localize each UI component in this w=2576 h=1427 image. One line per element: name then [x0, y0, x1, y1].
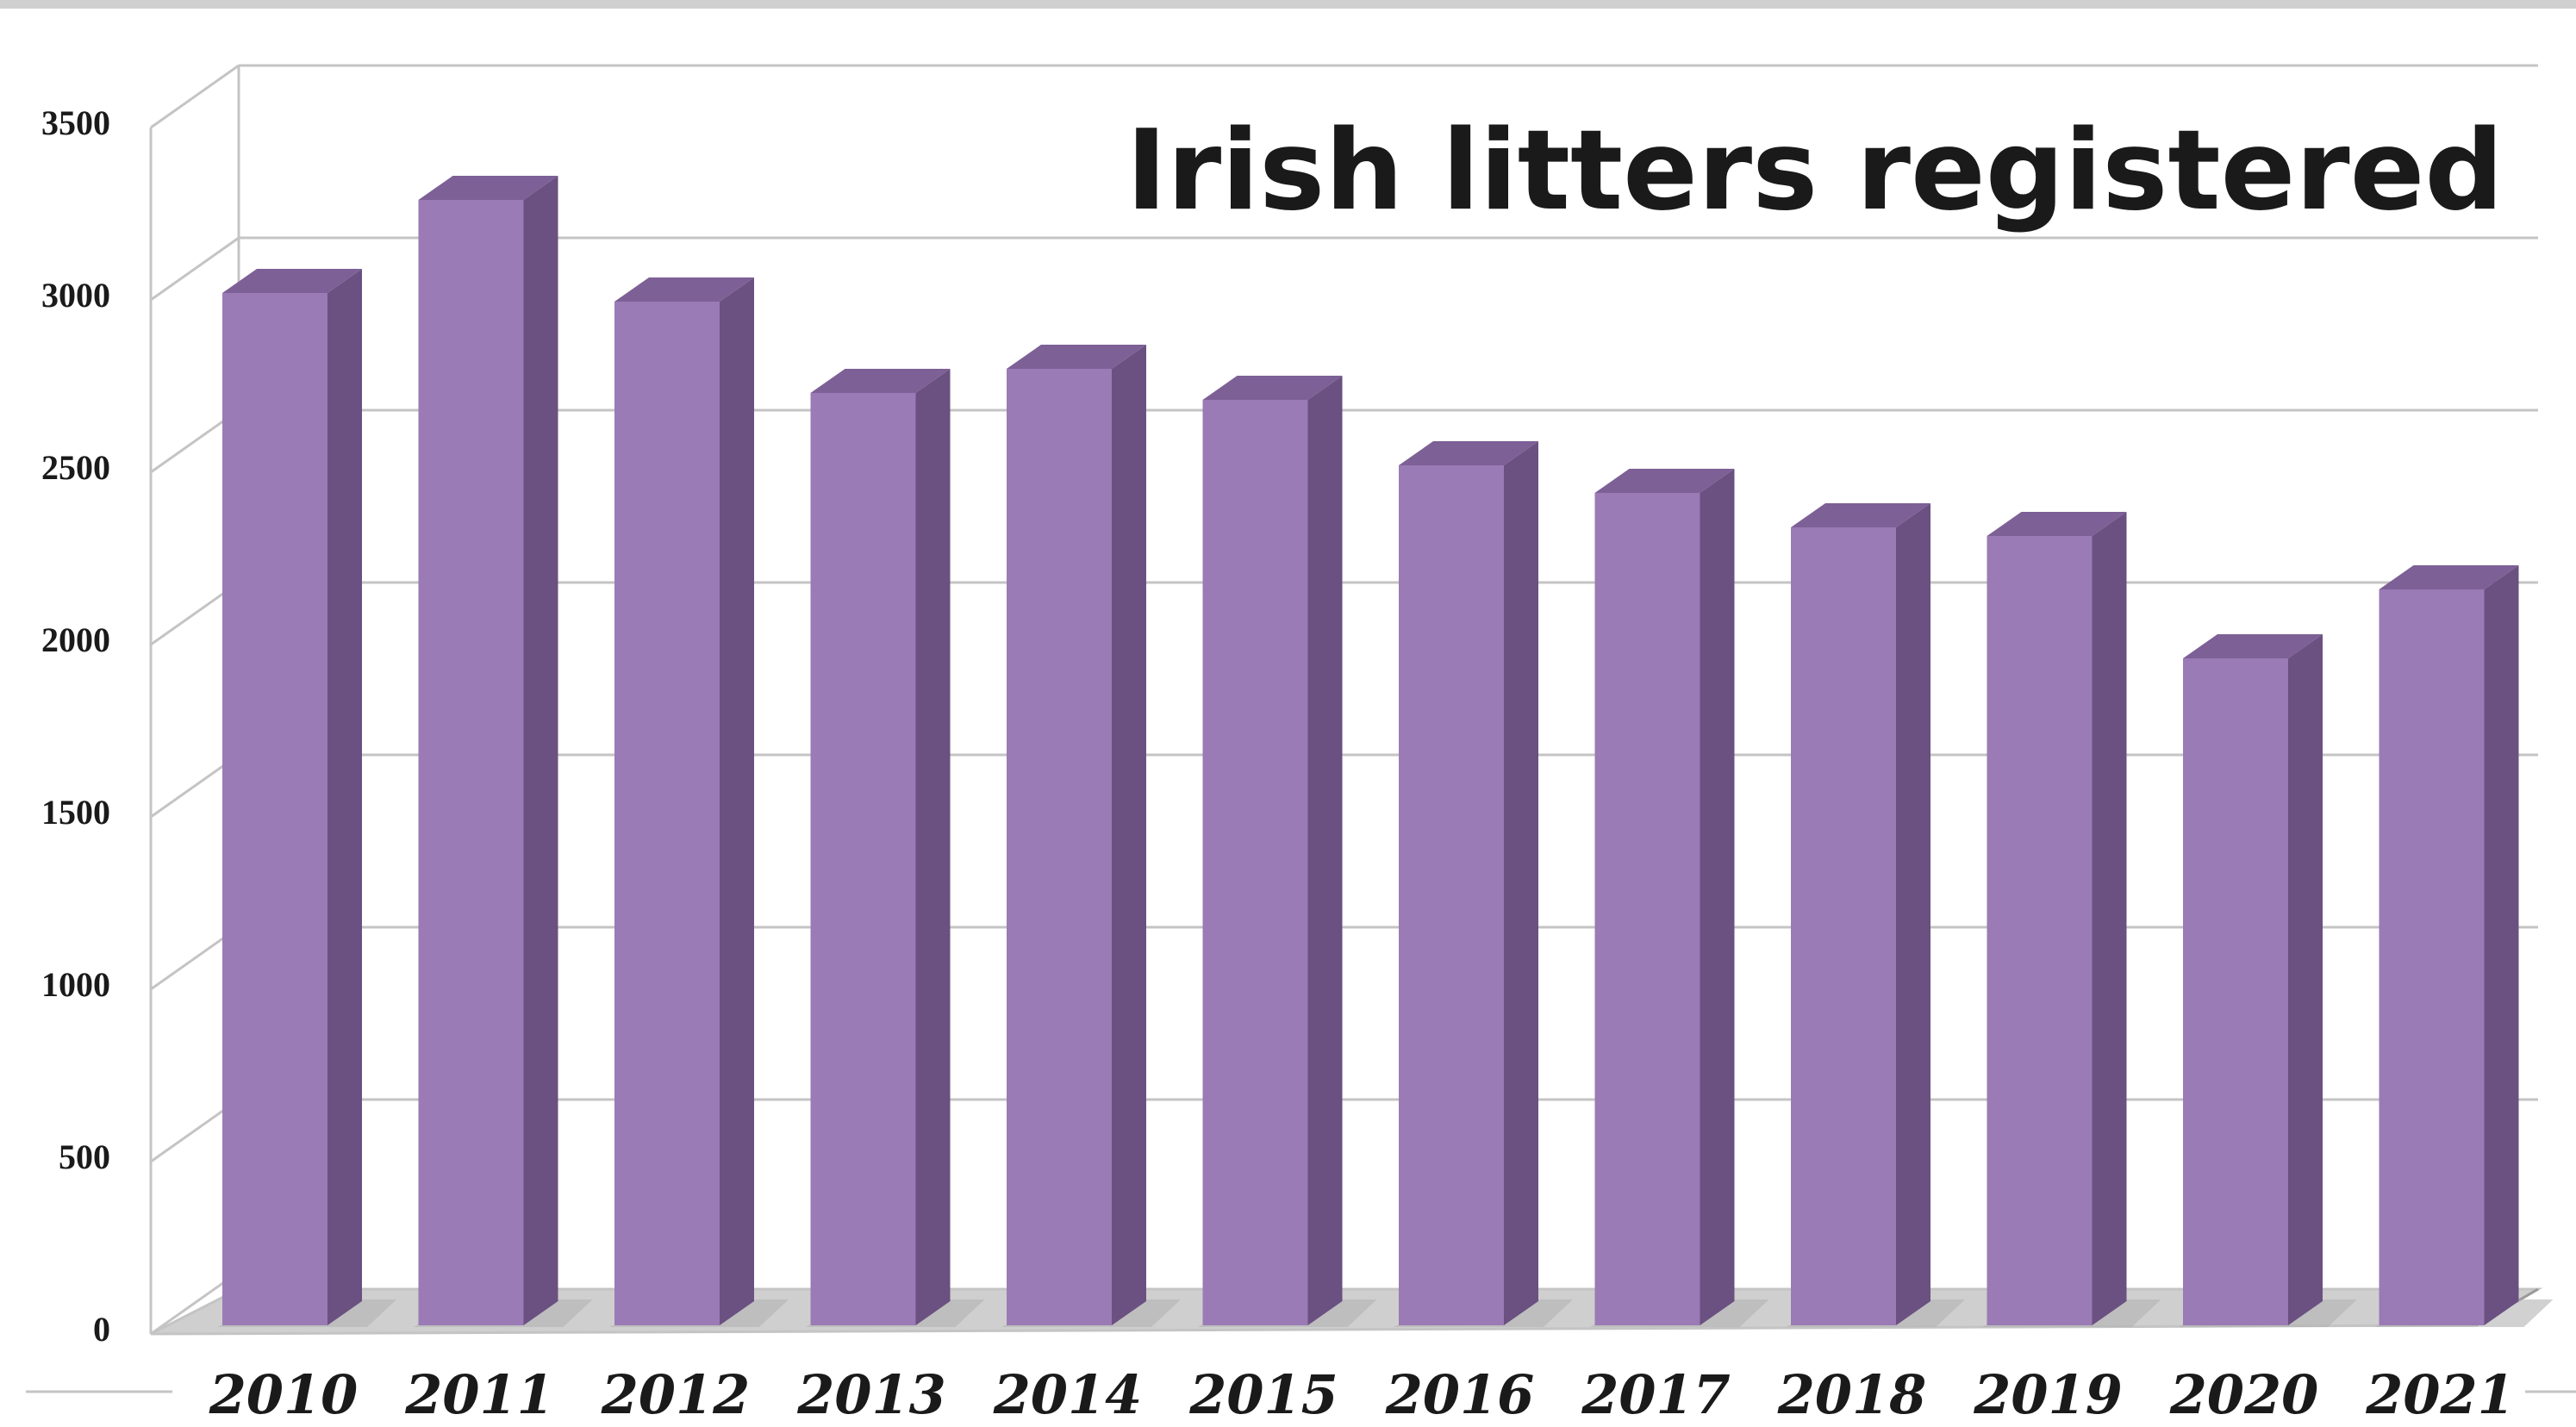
bar-2013: [805, 369, 985, 1327]
bar-front: [1202, 400, 1308, 1325]
x-tick-label: 2011: [404, 1363, 554, 1426]
bar-top: [1399, 441, 1538, 465]
x-tick-label: 2014: [993, 1363, 1143, 1426]
bar-top: [614, 277, 754, 302]
gridline-diagonal: [150, 236, 240, 302]
chart-title: Irish litters registered: [1126, 107, 2504, 235]
bar-2020: [2178, 634, 2357, 1327]
bar-front: [1987, 536, 2093, 1325]
x-tick-label: 2018: [1777, 1363, 1927, 1426]
bar-2018: [1786, 503, 1965, 1327]
bar-2012: [609, 277, 789, 1327]
x-tick-label: 2019: [1973, 1363, 2123, 1426]
bar-side: [1504, 441, 1538, 1325]
bar-top: [222, 269, 362, 293]
bar-side: [327, 269, 362, 1325]
y-axis-ticks: 0 500 1000 1500 2000 2500 3000 3500: [41, 103, 110, 1349]
x-axis-ticks: 2010 2011 2012 2013 2014 2015 2016 2017 2018 2019…: [209, 1363, 2515, 1426]
gridline-diagonal: [150, 64, 240, 129]
bar-side: [1112, 345, 1146, 1325]
bar-2017: [1589, 469, 1769, 1327]
y-tick-label: 2500: [41, 448, 110, 487]
top-border: [0, 0, 2576, 9]
bar-top: [810, 369, 951, 393]
x-tick-label: 2017: [1581, 1363, 1731, 1426]
x-tick-label: 2021: [2365, 1363, 2515, 1426]
bar-2016: [1394, 441, 1573, 1327]
bar-top: [2183, 634, 2323, 658]
bar-front: [2183, 658, 2288, 1325]
x-tick-label: 2013: [796, 1363, 946, 1426]
x-tick-label: 2012: [601, 1363, 751, 1426]
y-tick-label: 2000: [41, 620, 110, 659]
bar-front: [1399, 465, 1504, 1325]
y-tick-label: 0: [93, 1310, 110, 1349]
bar-2021: [2373, 565, 2554, 1327]
bar-side: [2484, 565, 2519, 1325]
x-tick-label: 2016: [1385, 1363, 1535, 1426]
x-tick-label: 2010: [209, 1363, 359, 1426]
bar-front: [810, 393, 916, 1325]
bar-front: [1007, 369, 1112, 1325]
bar-front: [418, 200, 524, 1325]
bars-layer: [217, 176, 2554, 1327]
bar-2014: [1001, 345, 1181, 1327]
x-tick-label: 2015: [1188, 1363, 1338, 1426]
bar-2015: [1197, 376, 1377, 1327]
y-tick-label: 3500: [41, 103, 110, 142]
bar-top: [1594, 469, 1735, 493]
bar-side: [1700, 469, 1735, 1325]
bar-top: [1791, 503, 1930, 527]
bar-side: [523, 176, 558, 1325]
y-tick-label: 500: [59, 1137, 110, 1176]
bar-side: [1307, 376, 1343, 1325]
bar-top: [1987, 512, 2127, 536]
bar-front: [1594, 493, 1700, 1325]
y-tick-label: 3000: [41, 276, 110, 315]
bar-front: [2379, 589, 2485, 1325]
bar-2011: [413, 176, 593, 1327]
bar-side: [2092, 512, 2127, 1325]
bar-side: [720, 277, 754, 1325]
bar-front: [1791, 527, 1896, 1325]
y-tick-label: 1000: [41, 965, 110, 1004]
bar-front: [222, 293, 327, 1325]
bar-side: [915, 369, 951, 1325]
bar-top: [1202, 376, 1343, 400]
bar-top: [2379, 565, 2519, 589]
bar-2019: [1981, 512, 2161, 1327]
bar-side: [2288, 634, 2323, 1325]
bar-top: [1007, 345, 1146, 369]
bar-top: [418, 176, 558, 200]
bar-front: [614, 302, 720, 1325]
x-tick-label: 2020: [2169, 1363, 2319, 1426]
y-tick-label: 1500: [41, 793, 110, 832]
bar-2010: [217, 269, 396, 1327]
bar-side: [1896, 503, 1930, 1325]
